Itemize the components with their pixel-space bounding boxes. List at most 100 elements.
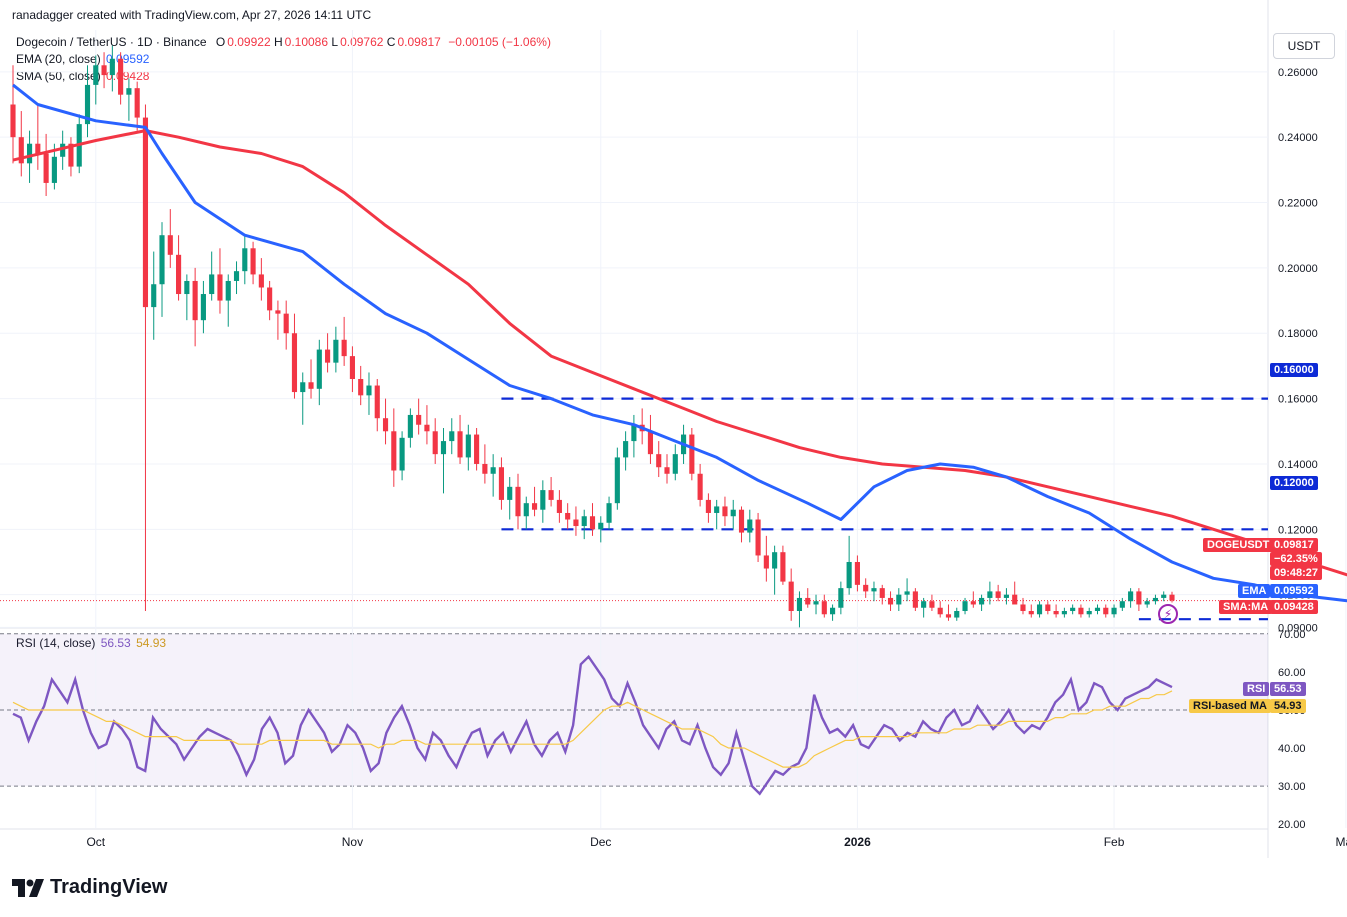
candle-body [316, 349, 322, 389]
ema-legend-label: EMA (20, close) [16, 52, 101, 66]
candle-body [374, 385, 380, 419]
candle-body [838, 588, 844, 608]
candle-body [863, 584, 869, 592]
candle-body [722, 506, 728, 517]
candle-body [540, 490, 546, 510]
candle-body [333, 339, 339, 363]
candle-body [962, 601, 968, 612]
sma-legend[interactable]: SMA (50, close) 0.09428 [16, 69, 149, 83]
candle-body [945, 614, 952, 618]
rsi-tick-label: 40.00 [1278, 743, 1306, 755]
symbol-legend[interactable]: Dogecoin / TetherUS · 1D · Binance O 0.09… [16, 35, 551, 49]
candle-body [490, 467, 496, 474]
candle-body [730, 509, 736, 517]
candle-body [474, 434, 480, 464]
candle-body [755, 519, 761, 556]
rsi-line [12, 654, 1173, 796]
candle-body [407, 414, 413, 438]
alert-icon[interactable]: ⚡ [1158, 604, 1178, 624]
candle-body [1078, 607, 1084, 615]
candle-body [134, 88, 140, 118]
price-tick-label: 0.18000 [1278, 328, 1318, 340]
candle-body [1103, 607, 1109, 615]
candle-body [830, 607, 836, 615]
candle-body [1111, 607, 1117, 615]
candle-body [780, 552, 786, 582]
sma-name-tag: SMA:MA [1219, 600, 1273, 614]
ema-tag: 0.09592 [1270, 584, 1318, 598]
price-tick-label: 0.14000 [1278, 459, 1318, 471]
candle-body [283, 313, 289, 334]
ema-20-line [12, 83, 1347, 603]
candle-body [887, 597, 894, 605]
candle-body [1144, 601, 1150, 605]
candle-body [250, 248, 256, 275]
currency-button[interactable]: USDT [1273, 33, 1335, 59]
ema-name-tag: EMA [1238, 584, 1271, 598]
candle-body [573, 519, 579, 527]
candle-body [151, 284, 157, 308]
candle-body [449, 431, 455, 442]
candle-body [440, 441, 447, 455]
candle-body [1012, 594, 1018, 605]
rsi-ma-tag: 54.93 [1270, 699, 1306, 713]
ema-legend[interactable]: EMA (20, close) 0.09592 [16, 52, 149, 66]
candle-body [515, 486, 521, 517]
candle-body [664, 467, 670, 474]
candle-body [358, 378, 364, 396]
candle-body [1061, 611, 1067, 615]
close-value: 0.09817 [397, 35, 441, 49]
candle-body [689, 434, 695, 474]
candle-body [1119, 601, 1125, 608]
sma-legend-label: SMA (50, close) [16, 69, 101, 83]
candle-body [35, 143, 41, 154]
rsi-tick-label: 70.00 [1278, 629, 1306, 641]
candle-body [391, 431, 397, 471]
candle-body [424, 424, 430, 432]
candle-body [1169, 594, 1175, 601]
candle-body [896, 594, 902, 605]
candle-body [763, 555, 769, 569]
chart-credit: ranadagger created with TradingView.com,… [12, 8, 372, 22]
candle-body [291, 333, 298, 393]
candle-body [217, 274, 223, 301]
high-label: H [273, 35, 283, 49]
level-120-tag: 0.12000 [1270, 476, 1318, 490]
candle-body [43, 153, 49, 183]
price-chart[interactable]: 0.26000 0.24000 0.22000 0.20000 0.18000 0.160… [0, 0, 1347, 860]
rsi-ma-name-tag: RSI-based MA [1189, 699, 1271, 713]
candle-body [60, 143, 66, 157]
candle-body [308, 382, 314, 389]
candle-body [813, 601, 819, 605]
candle-body [142, 117, 149, 308]
candle-body [225, 280, 231, 301]
candle-body [242, 248, 248, 272]
candle-body [1045, 604, 1051, 612]
candle-body [1128, 591, 1134, 602]
time-tick-label: Oct [86, 835, 105, 849]
candle-body [209, 274, 215, 295]
sma-legend-value: 0.09428 [106, 69, 150, 83]
price-tick-label: 0.20000 [1278, 263, 1318, 275]
brand-name: TradingView [50, 876, 168, 898]
candle-body [871, 588, 877, 592]
rsi-tick-label: 60.00 [1278, 667, 1306, 679]
tradingview-logo[interactable]: TradingView [12, 876, 167, 899]
candle-body [623, 441, 629, 458]
change-pct-tag: −62.35% [1270, 552, 1322, 566]
price-tag: 0.09817 [1270, 538, 1318, 552]
time-tick-label: Feb [1104, 835, 1125, 849]
candle-body [465, 434, 471, 458]
rsi-ma-line [12, 690, 1173, 768]
candle-body [200, 294, 206, 321]
candle-body [432, 431, 438, 455]
candle-body [84, 84, 91, 125]
candle-body [772, 552, 778, 569]
candle-body [457, 431, 463, 458]
rsi-tag: 56.53 [1270, 682, 1306, 696]
level-160-tag: 0.16000 [1270, 363, 1318, 377]
candle-body [118, 58, 124, 95]
close-label: C [386, 35, 396, 49]
rsi-legend[interactable]: RSI (14, close) 56.53 54.93 [16, 636, 166, 650]
candle-body [747, 519, 753, 533]
